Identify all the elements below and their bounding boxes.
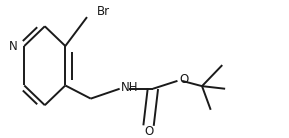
Text: O: O bbox=[179, 73, 188, 86]
Text: Br: Br bbox=[97, 5, 110, 18]
Text: N: N bbox=[9, 39, 18, 53]
Text: O: O bbox=[144, 125, 153, 138]
Text: NH: NH bbox=[121, 81, 139, 94]
